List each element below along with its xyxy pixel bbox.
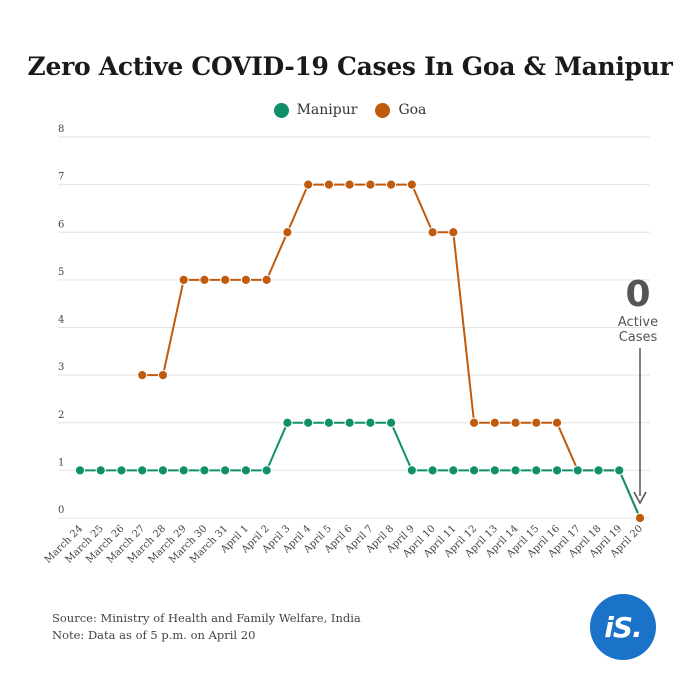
data-point-manipur [178, 465, 189, 476]
annotation-line2: Cases [619, 330, 658, 345]
data-point-goa [199, 274, 210, 285]
note-line: Note: Data as of 5 p.m. on April 20 [52, 628, 256, 642]
data-point-goa [282, 227, 293, 238]
data-point-manipur [510, 465, 521, 476]
data-point-manipur [614, 465, 625, 476]
legend-label-manipur: Manipur [296, 102, 358, 118]
data-point-manipur [240, 465, 252, 476]
data-point-manipur [323, 417, 334, 428]
y-tick-label: 8 [58, 124, 64, 135]
data-point-goa [365, 179, 376, 190]
data-point-manipur [531, 465, 542, 476]
data-point-manipur [282, 417, 293, 428]
data-point-manipur [220, 465, 231, 476]
data-point-manipur [137, 465, 148, 476]
data-point-goa [448, 227, 459, 238]
legend-item-goa: Goa [375, 102, 426, 118]
legend-label-goa: Goa [398, 102, 427, 118]
data-point-goa [510, 417, 521, 428]
data-point-goa [240, 274, 252, 285]
legend-dot-manipur [273, 102, 289, 118]
data-point-goa [344, 179, 355, 190]
source-line: Source: Ministry of Health and Family We… [52, 611, 361, 625]
chart-title: Zero Active COVID-19 Cases In Goa & Mani… [27, 52, 673, 81]
data-point-goa [427, 227, 438, 238]
series-manipur [74, 417, 646, 524]
data-point-goa [261, 274, 272, 285]
data-point-manipur [406, 465, 417, 476]
data-point-goa [468, 417, 480, 428]
data-point-manipur [344, 417, 355, 428]
data-point-manipur [116, 465, 127, 476]
y-tick-label: 3 [58, 362, 64, 373]
indiaspend-logo: iS. [590, 594, 656, 660]
data-point-manipur [468, 465, 480, 476]
y-tick-label: 0 [58, 505, 64, 516]
y-tick-label: 6 [58, 219, 64, 230]
data-point-manipur [551, 465, 563, 476]
data-point-manipur [427, 465, 438, 476]
series-group [74, 179, 646, 524]
zero-cases-annotation: 0 Active Cases [618, 274, 658, 505]
source-note: Source: Ministry of Health and Family We… [52, 610, 361, 644]
data-point-goa [157, 370, 169, 381]
data-point-manipur [303, 417, 314, 428]
grid [58, 136, 650, 519]
legend-item-manipur: Manipur [273, 102, 358, 118]
data-point-goa [386, 179, 397, 190]
data-point-final [634, 512, 646, 524]
data-point-manipur [74, 465, 86, 476]
data-point-manipur [572, 465, 583, 476]
annotation-line1: Active [618, 315, 658, 330]
series-line-manipur [80, 421, 641, 519]
data-point-manipur [199, 465, 210, 476]
annotation-arrow-head [633, 491, 647, 505]
data-point-goa [303, 179, 314, 190]
data-point-manipur [448, 465, 459, 476]
data-point-goa [406, 179, 417, 190]
data-point-manipur [593, 465, 604, 476]
legend-dot-goa [375, 102, 391, 118]
data-point-goa [137, 370, 148, 381]
data-point-goa [323, 179, 334, 190]
y-tick-label: 4 [58, 315, 64, 326]
y-axis-ticks: 0 1 2 3 4 5 6 7 8 [58, 124, 64, 516]
data-point-goa [220, 274, 231, 285]
series-line-goa [142, 183, 641, 519]
y-tick-label: 7 [58, 172, 64, 183]
data-point-manipur [157, 465, 169, 476]
data-point-goa [551, 417, 563, 428]
data-point-goa [178, 274, 189, 285]
legend: Manipur Goa [0, 102, 700, 118]
data-point-manipur [386, 417, 397, 428]
data-point-manipur [489, 465, 500, 476]
y-tick-label: 2 [58, 410, 64, 421]
data-point-manipur [95, 465, 106, 476]
annotation-number: 0 [625, 274, 650, 315]
data-point-goa [531, 417, 542, 428]
data-point-goa [489, 417, 500, 428]
data-point-manipur [365, 417, 376, 428]
y-tick-label: 1 [58, 457, 64, 468]
data-point-manipur [261, 465, 272, 476]
y-tick-label: 5 [58, 267, 64, 278]
